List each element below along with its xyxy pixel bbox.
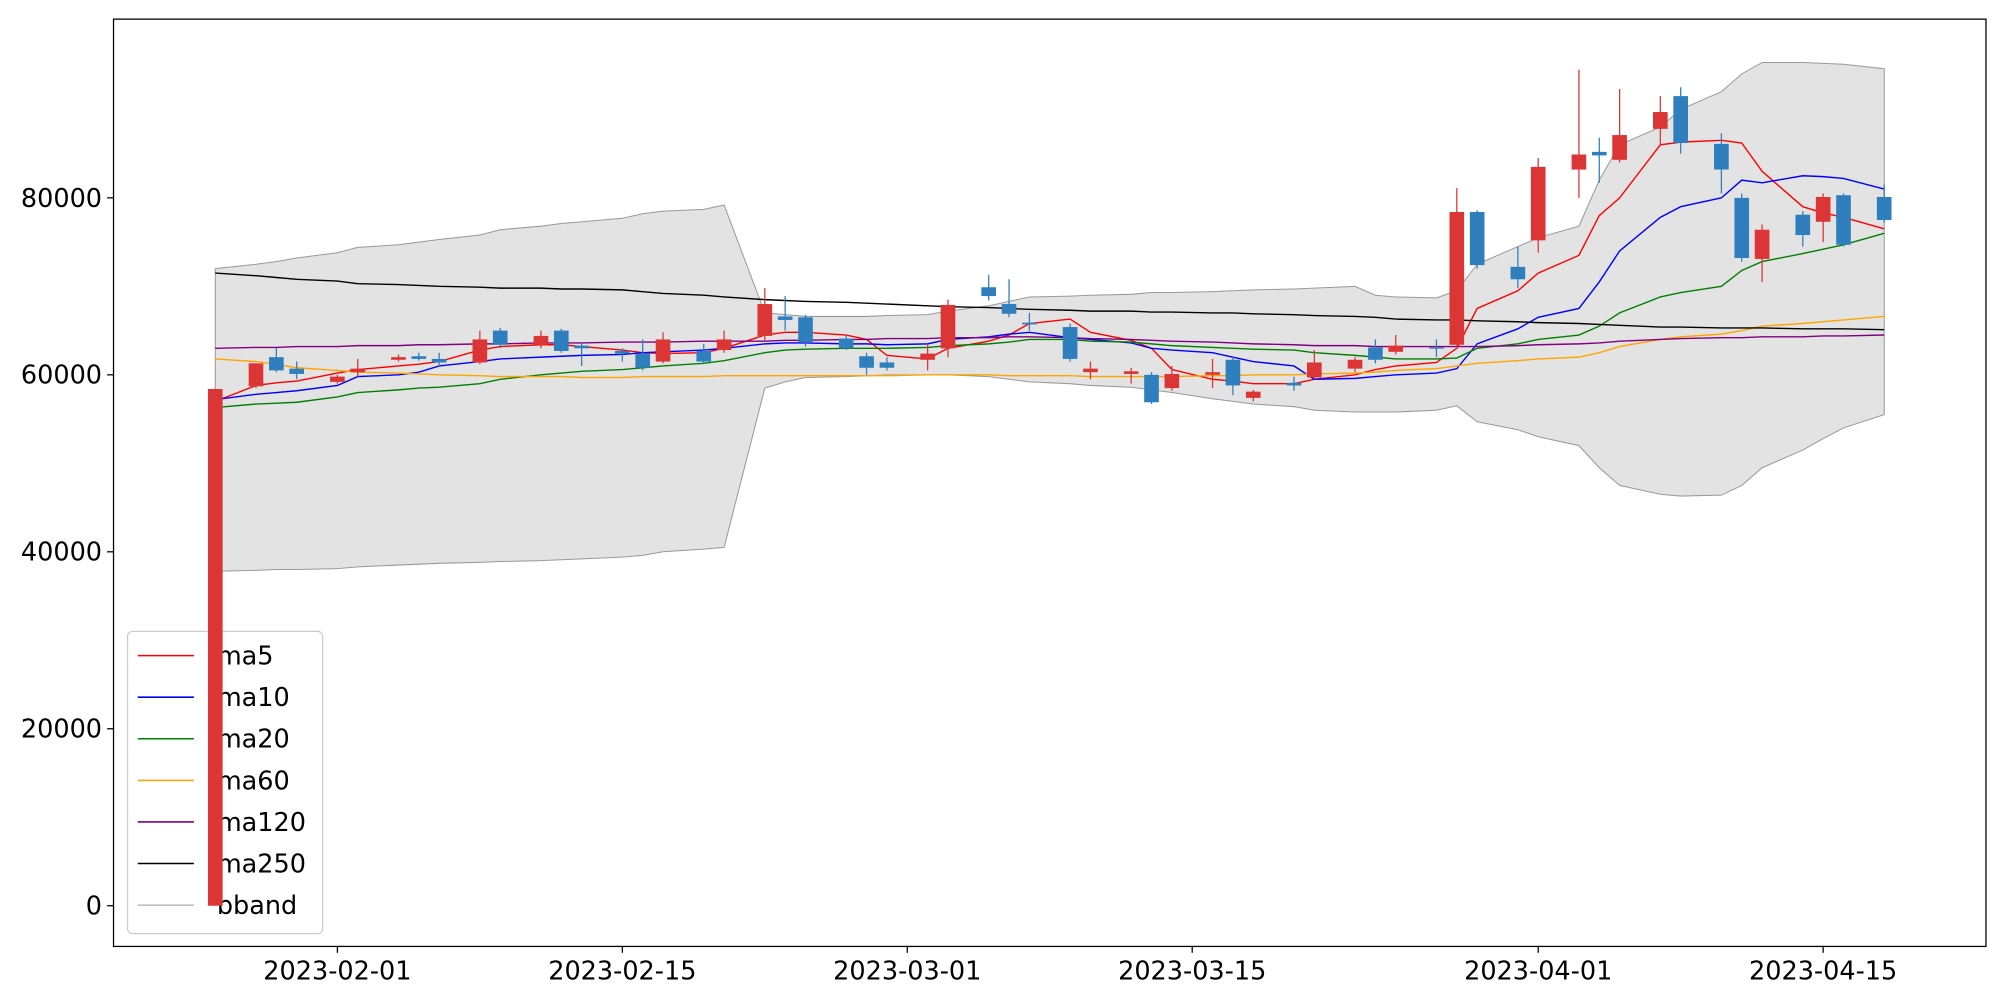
candle-body [1245,391,1261,398]
candle-body [1815,196,1831,222]
candle-body [1144,374,1159,403]
candle-body [1734,197,1750,259]
y-tick-label: 20000 [21,715,102,745]
candle-body [757,304,773,336]
candle-body [1368,347,1383,360]
line-ma5 [215,139,1885,403]
candle-body [838,338,854,349]
candle-body [879,362,895,368]
candle-body [1062,327,1078,359]
candle-body [1652,112,1668,129]
legend-box [126,630,324,935]
legend-label: bband [217,891,297,921]
y-tick-label: 80000 [21,184,102,214]
axes-frame [112,18,1987,948]
legend-label: ma10 [217,683,290,713]
candle-body [696,350,712,362]
legend-label: ma20 [217,725,290,755]
plot-area: ma5 ma10 ma20 ma60 ma120 ma250 bband [126,61,1892,935]
candle-body [533,335,549,345]
candle-body [859,356,874,368]
candle-body [1612,135,1627,160]
legend-label: ma250 [217,849,306,879]
candle-body [1347,359,1363,369]
candle-body [981,287,997,297]
candle-body [1286,382,1302,386]
x-tick-label: 2023-02-15 [548,957,696,987]
candle-body [1571,154,1587,170]
candle-body [553,330,569,351]
candle-body [330,376,345,382]
candle-body [655,339,671,362]
line-ma10 [215,175,1885,401]
candle-body [1307,362,1322,378]
candle-body [716,339,732,351]
candle-body [1429,347,1444,349]
candle-body [920,353,935,360]
line-ma60 [215,315,1885,379]
candle-body [1449,212,1465,345]
x-tick-label: 2023-02-01 [263,957,411,987]
candle-body [431,358,447,363]
candle-body [289,368,305,374]
candle-body [777,316,793,320]
candle-body [411,356,427,359]
candle-body [207,388,223,906]
legend: ma5 ma10 ma20 ma60 ma120 ma250 bband [126,630,324,935]
candle-body [1164,373,1180,389]
candle-body [1022,322,1037,325]
candle-body [391,357,406,360]
candle-body [1530,166,1546,241]
candle-body [798,317,813,343]
x-tick-label: 2023-04-15 [1749,957,1897,987]
candle-body [1510,266,1526,280]
y-tick-label: 60000 [21,361,102,391]
legend-label: ma5 [217,642,274,672]
legend-label: ma60 [217,766,290,796]
y-tick-label: 0 [86,892,102,922]
x-tick-label: 2023-04-01 [1464,957,1612,987]
candle-body [1714,143,1729,170]
candle-body [1001,304,1017,314]
candle-body [472,339,488,363]
x-tick-label: 2023-03-01 [833,957,981,987]
candle-body [1388,345,1404,352]
candle-body [1876,196,1892,220]
candle-body [248,363,264,387]
candle-body [615,350,630,354]
line-ma250 [215,272,1885,331]
candle-body [1083,368,1098,373]
legend-label: ma120 [217,808,306,838]
candle-body [1123,371,1139,374]
candle-body [269,357,284,371]
candle-body [350,368,366,373]
candle-body [1836,195,1851,245]
candle-body [1795,214,1811,236]
candle-body [1205,372,1220,375]
candle-body [574,345,589,349]
candle-body [1469,212,1485,266]
candle-body [492,330,508,345]
y-tick-label: 40000 [21,538,102,568]
candle-body [635,353,651,368]
candle-body [1591,151,1607,156]
candle-body [1673,96,1689,144]
x-tick-label: 2023-03-15 [1118,957,1266,987]
candle-body [1754,229,1770,259]
candle-body [940,304,956,349]
candle-body [1225,359,1241,386]
